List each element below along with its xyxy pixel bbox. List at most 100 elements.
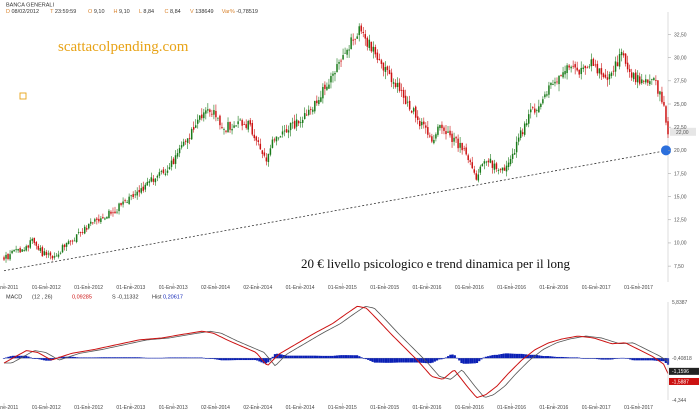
macd-histogram-bar [460, 358, 463, 364]
candle-body [293, 120, 296, 129]
macd-histogram-bar [662, 358, 665, 362]
candle-body [416, 116, 419, 120]
candle-body [88, 223, 90, 229]
candle-body [265, 157, 268, 162]
candle-body [235, 125, 237, 127]
candle-body [525, 123, 528, 126]
macd-histogram-bar [25, 355, 28, 359]
candle-body [431, 136, 433, 142]
price-x-tick-label: 02-Ene-2014 [243, 285, 272, 291]
candle-body [71, 240, 74, 242]
candle-body [657, 80, 659, 94]
header-field-1: T 23:59:59 [50, 9, 76, 15]
candle-body [507, 162, 510, 167]
candle-body [15, 249, 17, 251]
macd-histogram-bar [475, 358, 479, 364]
macd-histogram-bar [251, 358, 254, 361]
macd-histogram-bar [200, 357, 203, 359]
candle-body [390, 72, 393, 83]
candle-body [55, 255, 58, 257]
candle-body [493, 163, 496, 170]
macd-histogram-bar [165, 357, 168, 359]
candle-body [497, 170, 500, 171]
macd-histogram-bar [551, 356, 554, 359]
macd-histogram-bar [522, 354, 525, 359]
candle-body [23, 250, 25, 251]
macd-histogram-bar [40, 358, 43, 360]
macd-histogram-bar [138, 357, 141, 359]
price-x-tick-label: 01-Ene-2015 [328, 285, 357, 291]
candle-body [253, 134, 256, 139]
macd-histogram-bar [464, 358, 468, 364]
macd-histogram-bar [624, 358, 627, 359]
candle-body [386, 66, 389, 70]
candle-body [154, 178, 157, 183]
macd-y-tick-label: -4,344 [672, 398, 686, 404]
macd-histogram-bar [458, 358, 461, 361]
candle-body [122, 201, 124, 205]
macd-x-tick-label: 01-Ene-2017 [624, 405, 653, 411]
candle-body [326, 86, 328, 90]
candle-body [344, 52, 346, 54]
candle-body [297, 120, 300, 124]
macd-signal-line [4, 305, 669, 398]
candle-body [11, 250, 13, 254]
candle-body [425, 125, 427, 128]
macd-histogram-bar [373, 358, 376, 363]
macd-histogram-bar [140, 357, 143, 359]
macd-histogram-bar [45, 358, 48, 361]
candle-body [467, 155, 469, 161]
macd-histogram-bar [258, 358, 261, 362]
macd-histogram-bar [269, 358, 272, 360]
candle-body [176, 153, 179, 157]
candle-body [301, 119, 304, 123]
candle-body [435, 134, 437, 139]
macd-histogram-bar [87, 357, 90, 359]
candle-body [211, 113, 213, 115]
macd-y-tick-label: -0,40818 [672, 356, 692, 362]
candle-body [408, 100, 411, 110]
price-y-tick-label: 32,50 [674, 32, 687, 38]
macd-histogram-bar [660, 358, 663, 362]
macd-histogram-bar [635, 358, 639, 361]
candle-body [453, 137, 455, 142]
macd-histogram-bar [367, 358, 370, 360]
macd-histogram-bar [209, 358, 212, 359]
support-marker[interactable] [661, 145, 671, 156]
candle-body [275, 136, 278, 142]
macd-x-tick-label: 01-Ene-2017 [582, 405, 611, 411]
macd-histogram-bar [509, 353, 512, 359]
macd-histogram-bar [153, 357, 157, 359]
macd-value-1: S -0,11332 [112, 295, 139, 301]
cursor-square[interactable] [19, 92, 27, 100]
candle-body [289, 122, 292, 131]
candle-body [491, 160, 494, 168]
candle-body [227, 122, 229, 133]
macd-histogram-bar [427, 358, 430, 364]
price-y-axis: 7,50 10,00 12,50 15,00 17,50 20,00 22,50 25,00 2… [668, 32, 687, 270]
candle-body [221, 126, 223, 128]
candle-body [340, 60, 342, 62]
candle-body [336, 64, 338, 73]
macd-histogram-bar [216, 358, 219, 360]
candle-body [530, 109, 532, 113]
macd-histogram-bar [611, 358, 614, 360]
macd-histogram-bar [127, 357, 130, 359]
macd-histogram-bar [395, 358, 399, 363]
macd-histogram-bar [387, 358, 390, 363]
macd-histogram-bar [91, 357, 94, 359]
macd-histogram-bar [227, 358, 230, 361]
macd-histogram-bar [160, 357, 163, 359]
macd-histogram-bar [615, 358, 619, 359]
candle-body [314, 100, 316, 112]
macd-histogram-bar [271, 356, 274, 359]
candle-body [342, 55, 344, 60]
candle-body [170, 160, 173, 167]
macd-histogram-bar [253, 358, 257, 361]
macd-histogram-bar [364, 358, 368, 360]
candle-body [441, 124, 443, 129]
macd-histogram-bar [5, 357, 8, 359]
macd-histogram-bar [51, 358, 54, 360]
candle-body [515, 141, 518, 153]
macd-histogram-bar [633, 358, 636, 361]
